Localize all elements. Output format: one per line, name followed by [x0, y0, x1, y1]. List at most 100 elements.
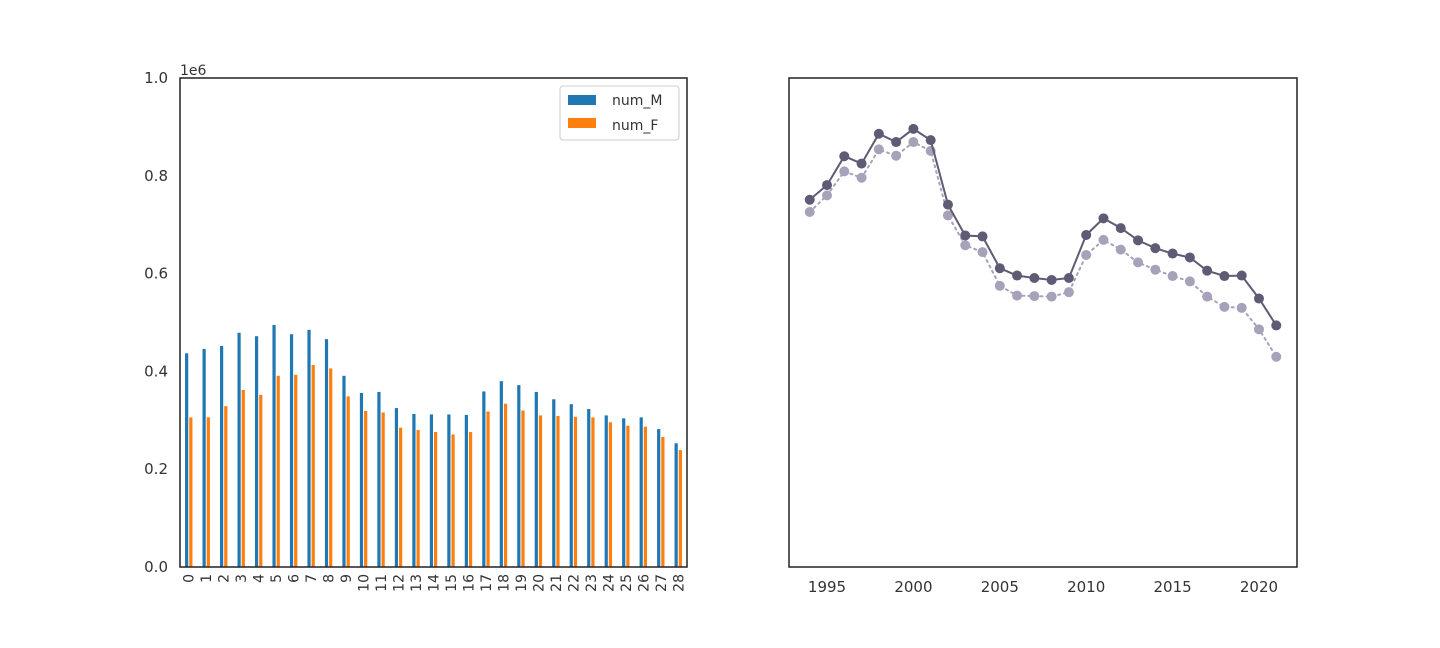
point-dotted-2010 [1081, 250, 1092, 261]
point-solid-2019 [1236, 270, 1247, 281]
point-dotted-2013 [1133, 257, 1144, 268]
point-dotted-1995 [822, 190, 833, 201]
x-tick-label: 17 [479, 574, 495, 592]
bar-num-f-28 [678, 450, 682, 567]
x-tick-label: 2015 [1153, 578, 1191, 596]
bar-num-f-13 [416, 430, 420, 567]
x-tick-label: 8 [322, 574, 338, 583]
bar-num-f-25 [626, 425, 630, 567]
point-dotted-2004 [977, 247, 988, 258]
bar-num-f-10 [364, 411, 368, 567]
point-solid-2021 [1271, 320, 1282, 331]
legend: num_M num_F [559, 85, 680, 141]
x-tick-label: 6 [287, 574, 303, 583]
bar-num-m-20 [534, 391, 538, 567]
bar-num-f-8 [329, 368, 333, 567]
point-dotted-1997 [856, 172, 867, 183]
point-solid-1999 [891, 137, 902, 148]
bar-num-f-19 [521, 410, 525, 567]
bar-num-f-20 [538, 415, 543, 567]
point-dotted-2019 [1236, 302, 1247, 313]
point-solid-2016 [1184, 252, 1195, 263]
bar-num-f-17 [486, 411, 490, 567]
x-tick-label: 0 [182, 574, 198, 583]
bar-num-f-6 [294, 374, 298, 567]
x-axis-ticks: 0 1 2 3 4 5 6 7 8 9 10 11 12 13 14 15 16 17 18 19 20 21 22 23 24… [182, 574, 688, 592]
bar-num-f-22 [573, 416, 578, 567]
bar-num-m-10 [359, 392, 364, 567]
bar-num-m-21 [552, 399, 556, 567]
x-tick-label: 7 [304, 574, 320, 583]
x-tick-label: 1995 [808, 578, 846, 596]
point-solid-2006 [1012, 270, 1023, 281]
x-tick-label: 20 [531, 574, 547, 592]
bar-num-f-5 [276, 375, 280, 567]
bar-num-m-17 [482, 391, 486, 567]
point-solid-2015 [1167, 248, 1178, 259]
point-dotted-2014 [1150, 264, 1161, 275]
x-tick-label: 2020 [1240, 578, 1278, 596]
point-dotted-2016 [1184, 276, 1195, 287]
legend-label-num-m: num_M [612, 93, 662, 109]
point-dotted-2021 [1271, 351, 1282, 362]
point-dotted-1999 [891, 150, 902, 161]
bar-num-f-24 [608, 422, 613, 567]
bar-num-f-18 [503, 403, 508, 567]
point-dotted-2003 [960, 240, 971, 251]
x-tick-label: 2000 [894, 578, 932, 596]
bar-num-f-9 [346, 396, 350, 567]
bar-num-m-28 [674, 443, 678, 567]
line-series-group [804, 123, 1282, 362]
x-tick-label: 24 [601, 574, 617, 592]
bar-num-m-11 [377, 391, 381, 567]
point-solid-2009 [1063, 273, 1074, 284]
legend-swatch-num-m [568, 95, 596, 105]
bar-num-m-26 [639, 417, 643, 567]
point-solid-2012 [1115, 223, 1126, 234]
bar-num-m-24 [604, 415, 608, 567]
point-solid-2007 [1029, 273, 1040, 284]
point-dotted-2005 [994, 280, 1005, 291]
point-solid-1994 [804, 194, 815, 205]
x-tick-label: 3 [234, 574, 250, 583]
bar-num-f-15 [451, 434, 455, 567]
x-axis-ticks: 1995 2000 2005 2010 2015 2020 [808, 578, 1278, 596]
bar-num-m-22 [569, 404, 573, 567]
point-solid-2017 [1202, 265, 1213, 276]
bar-chart-frame [179, 77, 688, 568]
y-tick-label: 1.0 [144, 69, 168, 87]
bar-num-m-6 [289, 334, 294, 567]
point-dotted-2012 [1115, 244, 1126, 255]
series-line-dotted [808, 140, 1278, 358]
bar-num-f-0 [189, 417, 193, 567]
x-tick-label: 1 [199, 574, 215, 583]
point-dotted-2020 [1253, 324, 1264, 335]
bar-num-m-5 [272, 324, 276, 567]
point-solid-2011 [1098, 213, 1109, 224]
point-dotted-1994 [804, 206, 815, 217]
point-solid-2004 [977, 231, 988, 242]
bar-num-f-27 [661, 436, 665, 567]
bar-num-m-19 [517, 385, 521, 567]
x-tick-label: 9 [339, 574, 355, 583]
point-dotted-2002 [942, 210, 953, 221]
y-axis-offset-label: 1e6 [180, 63, 207, 79]
x-tick-label: 21 [549, 574, 565, 592]
bar-num-m-25 [622, 418, 626, 567]
x-tick-label: 14 [427, 574, 443, 592]
bar-num-m-12 [394, 408, 399, 567]
x-tick-label: 23 [584, 574, 600, 592]
point-solid-2003 [960, 230, 971, 241]
bar-num-f-1 [206, 417, 210, 567]
y-axis-ticks: 0.0 0.2 0.4 0.6 0.8 1.0 [144, 69, 168, 576]
y-tick-label: 0.2 [144, 460, 168, 478]
point-solid-2002 [942, 199, 953, 210]
x-tick-label: 13 [409, 574, 425, 592]
x-tick-label: 19 [514, 574, 530, 592]
legend-swatch-num-f [568, 118, 596, 128]
point-dotted-2015 [1167, 271, 1178, 282]
point-dotted-2000 [908, 137, 919, 148]
bar-num-f-14 [434, 432, 438, 567]
bar-num-m-18 [499, 381, 503, 567]
